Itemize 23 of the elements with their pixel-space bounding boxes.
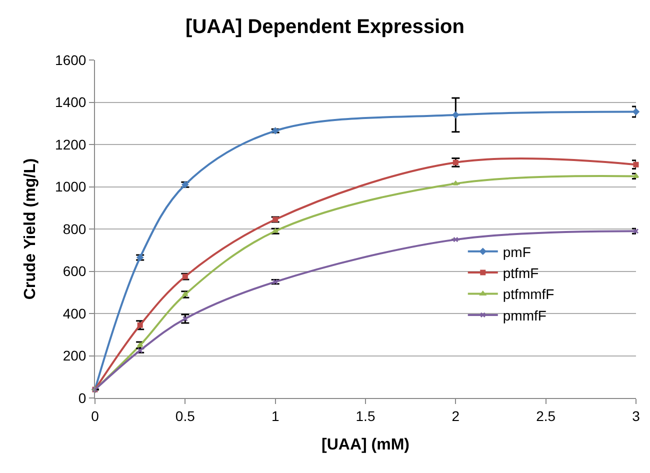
x-tick-label: 2.5	[536, 408, 556, 424]
y-tick-label: 1400	[55, 94, 86, 110]
y-tick-label: 1000	[55, 178, 86, 195]
y-tick-label: 1200	[55, 136, 86, 152]
x-tick-label: 3	[632, 408, 640, 424]
y-tick-label: 600	[62, 263, 86, 280]
legend-label: ptfmmfF	[502, 286, 554, 302]
chart-title: [UAA] Dependent Expression	[186, 16, 464, 38]
x-tick-label: 1.5	[356, 408, 376, 424]
y-tick-label: 1600	[55, 52, 86, 68]
y-axis-title: Crude Yield (mg/L)	[22, 158, 39, 300]
y-tick-label: 400	[62, 305, 86, 322]
legend-label: pmF	[502, 244, 531, 260]
legend-label: ptfmF	[502, 265, 539, 282]
x-tick-label: 0.5	[175, 408, 196, 424]
x-tick-label: 1	[271, 408, 280, 424]
x-tick-label: 2	[452, 408, 460, 424]
x-tick-label: 0	[91, 408, 100, 424]
x-axis-title: [UAA] (mM)	[322, 436, 410, 454]
legend-label: pmmfF	[502, 307, 546, 324]
y-tick-label: 0	[78, 390, 86, 406]
y-tick-label: 200	[62, 348, 86, 364]
y-tick-label: 800	[62, 220, 86, 237]
